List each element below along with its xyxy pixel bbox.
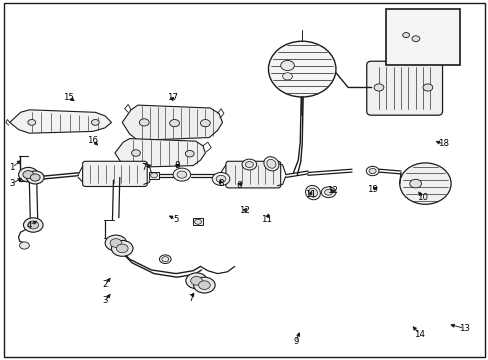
Text: 6: 6: [235, 181, 241, 190]
Text: 16: 16: [87, 136, 98, 145]
Text: 11: 11: [305, 190, 315, 199]
Circle shape: [409, 179, 421, 188]
Text: 18: 18: [438, 139, 448, 148]
FancyBboxPatch shape: [366, 61, 442, 115]
Text: 14: 14: [413, 330, 424, 338]
Text: 19: 19: [366, 184, 377, 194]
Circle shape: [193, 277, 215, 293]
Bar: [386, 9, 459, 65]
Ellipse shape: [305, 185, 320, 200]
Circle shape: [200, 120, 210, 127]
Text: 15: 15: [63, 93, 74, 102]
Ellipse shape: [266, 159, 275, 168]
Ellipse shape: [268, 41, 335, 97]
Circle shape: [212, 172, 229, 185]
Text: 7: 7: [141, 163, 147, 172]
FancyBboxPatch shape: [82, 161, 147, 186]
Text: 8: 8: [174, 161, 180, 170]
Circle shape: [324, 189, 332, 195]
Polygon shape: [122, 105, 222, 140]
Ellipse shape: [264, 157, 278, 171]
Circle shape: [185, 273, 207, 289]
Circle shape: [177, 171, 186, 178]
Circle shape: [105, 235, 126, 251]
Circle shape: [28, 120, 36, 125]
Circle shape: [131, 150, 140, 156]
Circle shape: [91, 120, 99, 125]
Circle shape: [373, 84, 383, 91]
Text: 12: 12: [239, 206, 249, 215]
Text: 7: 7: [187, 294, 193, 303]
Circle shape: [173, 168, 190, 181]
Circle shape: [20, 242, 29, 249]
Circle shape: [402, 33, 409, 37]
Circle shape: [282, 73, 292, 80]
Circle shape: [194, 219, 201, 224]
Circle shape: [198, 281, 210, 289]
Circle shape: [28, 221, 39, 229]
Circle shape: [111, 240, 133, 256]
Circle shape: [216, 175, 225, 183]
Circle shape: [26, 171, 44, 184]
Circle shape: [242, 159, 256, 170]
Circle shape: [30, 174, 40, 181]
Circle shape: [245, 162, 253, 167]
Polygon shape: [10, 110, 111, 133]
Circle shape: [190, 276, 202, 285]
Text: 1: 1: [9, 163, 15, 172]
Circle shape: [411, 36, 419, 41]
FancyBboxPatch shape: [225, 161, 280, 188]
Circle shape: [422, 84, 432, 91]
Circle shape: [280, 60, 294, 71]
Text: 17: 17: [166, 93, 177, 102]
Circle shape: [159, 255, 171, 264]
Text: 11: 11: [261, 215, 271, 224]
Circle shape: [150, 173, 157, 178]
Circle shape: [139, 119, 149, 126]
Circle shape: [116, 244, 128, 253]
Text: 9: 9: [293, 338, 298, 346]
Ellipse shape: [308, 188, 317, 197]
Circle shape: [366, 166, 378, 176]
Text: 12: 12: [326, 186, 337, 195]
Text: 5: 5: [173, 215, 179, 224]
Polygon shape: [115, 139, 205, 167]
Circle shape: [19, 167, 38, 182]
Circle shape: [368, 168, 375, 174]
Text: 4: 4: [26, 220, 32, 230]
Circle shape: [321, 187, 335, 198]
Bar: [149, 172, 159, 179]
Circle shape: [23, 171, 34, 179]
Ellipse shape: [399, 163, 450, 204]
Text: 8: 8: [218, 179, 224, 188]
Circle shape: [110, 239, 122, 247]
Text: 3: 3: [102, 296, 108, 305]
Text: 3: 3: [9, 179, 15, 188]
Text: 13: 13: [458, 324, 469, 333]
Text: 2: 2: [102, 280, 108, 289]
Bar: [193, 218, 203, 225]
Circle shape: [185, 150, 194, 157]
Circle shape: [169, 120, 179, 127]
Circle shape: [23, 218, 43, 232]
Text: 10: 10: [417, 194, 427, 202]
